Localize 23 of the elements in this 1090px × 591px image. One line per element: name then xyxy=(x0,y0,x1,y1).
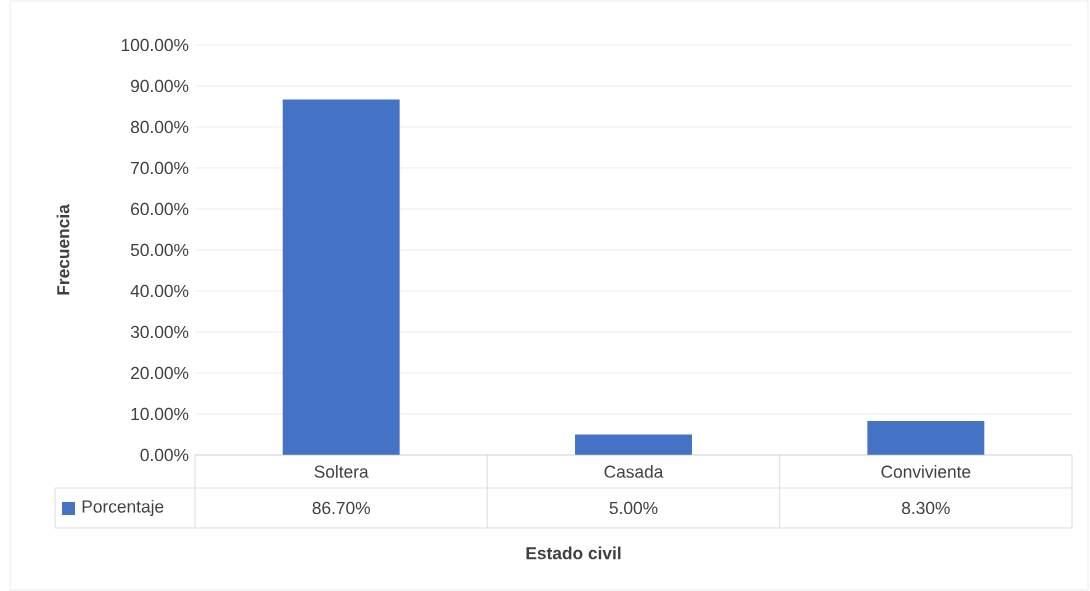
legend-label: Porcentaje xyxy=(82,499,164,517)
text: 8.30% xyxy=(901,501,950,515)
y-tick-label: 30.00% xyxy=(130,325,189,339)
bar xyxy=(282,99,400,455)
y-tick-label: 100.00% xyxy=(121,38,189,52)
y-axis-title: Frecuencia xyxy=(56,204,70,295)
y-tick-label: 20.00% xyxy=(131,366,189,380)
bar xyxy=(867,420,985,455)
y-tick-label: 70.00% xyxy=(131,161,189,175)
x-tick-label: Casada xyxy=(604,465,664,478)
text: 86.70% xyxy=(312,501,370,515)
y-tick-label: 80.00% xyxy=(130,120,189,134)
x-axis-title: Estado civil xyxy=(526,546,621,560)
x-tick-label: Conviviente xyxy=(881,465,971,478)
y-tick-label: 50.00% xyxy=(130,243,189,257)
x-tick-label: Soltera xyxy=(314,465,369,478)
bar xyxy=(575,434,692,455)
y-tick-label: 0.00% xyxy=(140,448,189,462)
y-tick-label: 90.00% xyxy=(130,79,189,93)
y-tick-label: 40.00% xyxy=(130,284,189,298)
text: 5.00% xyxy=(609,501,658,515)
y-tick-label: 10.00% xyxy=(131,407,189,421)
y-tick-label: 60.00% xyxy=(131,202,189,216)
